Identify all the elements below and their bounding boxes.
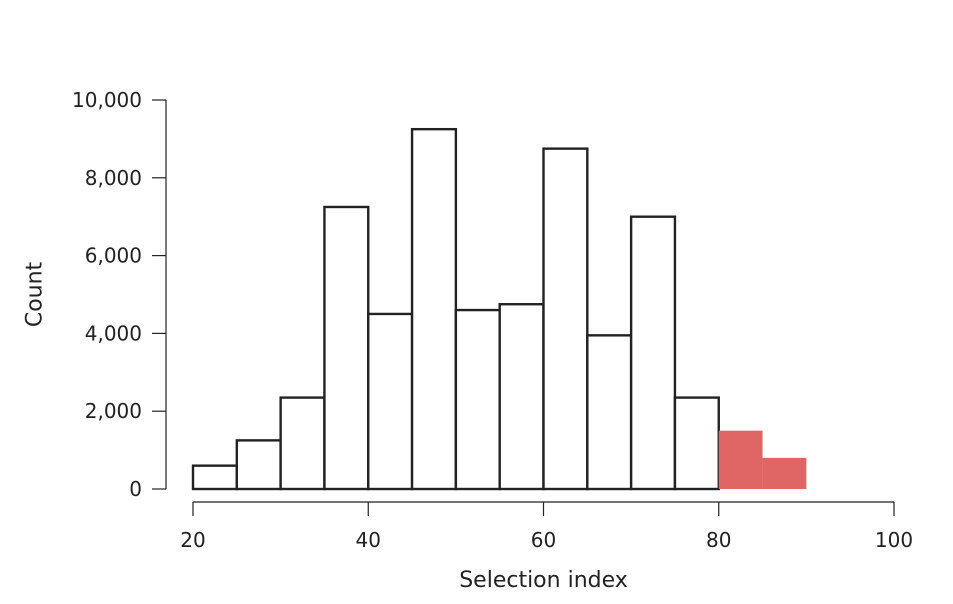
x-tick-label: 60: [531, 528, 556, 552]
histogram-bar: [279, 396, 326, 491]
histogram-bar: [410, 127, 458, 491]
x-tick-label: 20: [180, 528, 205, 552]
histogram-bar: [367, 312, 414, 491]
y-tick-label: 10,000: [72, 88, 142, 112]
x-tick-label: 40: [356, 528, 381, 552]
x-tick-label: 80: [706, 528, 731, 552]
histogram-bar: [323, 205, 370, 491]
histogram-bar: [454, 308, 501, 491]
histogram-bar: [629, 215, 677, 491]
y-ticks-group: 0 2,000 4,000 6,000 8,000 10,000: [72, 88, 166, 501]
histogram-bar: [673, 396, 720, 491]
y-tick-label: 6,000: [85, 244, 142, 268]
histogram-bar: [498, 303, 545, 491]
y-tick-label: 2,000: [85, 399, 142, 423]
x-ticks-group: 20 40 60 80 100: [180, 502, 913, 552]
y-tick-label: 0: [129, 477, 142, 501]
histogram-bar: [586, 334, 633, 491]
y-axis-label: Count: [23, 261, 48, 327]
histogram-bar-highlighted: [718, 430, 763, 489]
histogram-bar: [542, 147, 589, 491]
y-tick-label: 4,000: [85, 321, 142, 345]
histogram-bar: [191, 464, 239, 491]
x-axis-label: Selection index: [459, 568, 628, 593]
bars-group: [191, 127, 807, 491]
y-tick-label: 8,000: [85, 166, 142, 190]
histogram-bar: [235, 439, 282, 491]
histogram-bar-highlighted: [762, 457, 807, 489]
x-tick-label: 100: [875, 528, 913, 552]
